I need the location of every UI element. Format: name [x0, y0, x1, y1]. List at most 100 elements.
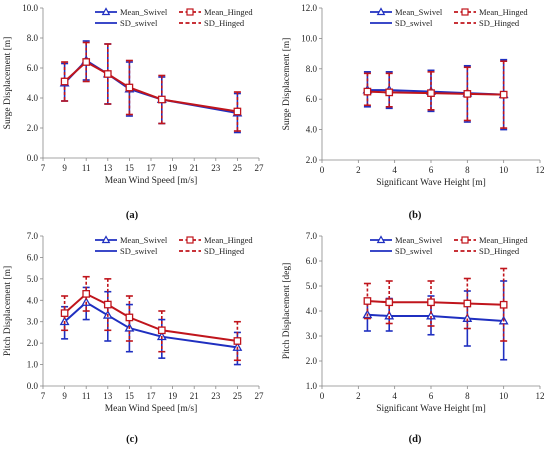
legend-marker [186, 236, 194, 244]
mean-hinged-point [125, 313, 134, 322]
x-tick-label: 17 [147, 163, 157, 173]
x-tick-label: 9 [62, 391, 67, 401]
x-tick-label: 2 [356, 391, 361, 401]
x-tick-label: 13 [103, 163, 113, 173]
legend: Mean_Swivel Mean_Hinged SD_swivel SD_Hinged [95, 235, 253, 256]
legend-label: SD_swivel [395, 18, 433, 28]
y-tick-label: 4.0 [27, 295, 39, 305]
legend-label: SD_swivel [395, 246, 433, 256]
x-tick-label: 4 [392, 165, 397, 175]
mean-hinged-point [233, 337, 242, 345]
panel-label: (b) [409, 210, 422, 221]
x-axis-label: Mean Wind Speed [m/s] [105, 176, 198, 186]
y-tick-label: 5.0 [27, 274, 39, 284]
x-tick-label: 13 [103, 391, 113, 401]
x-tick-label: 25 [233, 163, 243, 173]
x-tick-label: 17 [147, 391, 157, 401]
mean-hinged-point [427, 89, 435, 97]
legend-marker [376, 235, 386, 244]
x-tick-label: 6 [429, 391, 434, 401]
x-tick-label: 8 [465, 391, 470, 401]
mean-hinged-point [60, 309, 69, 317]
mean-hinged-point [157, 326, 166, 335]
chart-panel-1: 0.0 2.0 4.0 6.0 8.0 10.0 7 9 11 13 15 17 19 21 23 25 27 M… [3, 3, 264, 221]
y-tick-label: 10.0 [301, 33, 317, 43]
x-tick-label: 19 [168, 391, 178, 401]
legend: Mean_Swivel Mean_Hinged SD_swivel SD_Hinged [370, 7, 528, 28]
x-tick-label: 6 [429, 165, 434, 175]
y-tick-label: 6.0 [306, 94, 318, 104]
x-tick-label: 10 [499, 391, 509, 401]
x-tick-label: 10 [499, 165, 509, 175]
y-tick-label: 4.0 [27, 93, 39, 103]
mean-hinged-point [499, 90, 508, 99]
y-tick-label: 8.0 [306, 64, 318, 74]
mean-hinged-point [499, 300, 508, 309]
legend-label: Mean_Swivel [395, 235, 443, 245]
mean-hinged-point [82, 58, 91, 66]
x-tick-label: 19 [168, 163, 178, 173]
chart-panel-4: 1.0 2.0 3.0 4.0 5.0 6.0 7.0 0 2 4 6 8 10 12 Significan… [282, 231, 545, 445]
legend-label: Mean_Hinged [204, 235, 253, 245]
y-tick-label: 6.0 [306, 256, 318, 266]
x-tick-label: 2 [356, 165, 361, 175]
y-tick-label: 6.0 [27, 63, 39, 73]
mean-hinged-point [157, 95, 166, 104]
y-tick-label: 0.0 [27, 153, 39, 163]
x-tick-label: 27 [255, 163, 265, 173]
legend-marker [461, 8, 469, 16]
mean-hinged-point [463, 299, 472, 308]
y-tick-label: 7.0 [27, 231, 39, 241]
mean-hinged-point [103, 70, 112, 78]
mean-hinged-point [363, 87, 372, 96]
mean-hinged-point [385, 88, 394, 97]
legend-label: Mean_Swivel [395, 7, 443, 17]
legend-marker [376, 7, 386, 16]
legend-label: SD_swivel [120, 246, 158, 256]
x-tick-label: 9 [62, 163, 67, 173]
legend-label: SD_Hinged [204, 18, 245, 28]
mean-swivel-line [63, 59, 238, 114]
y-tick-label: 4.0 [306, 125, 318, 135]
y-tick-label: 2.0 [306, 356, 318, 366]
chart-panel-2: 2.0 4.0 6.0 8.0 10.0 12.0 0 2 4 6 8 10 12 Significant… [282, 3, 545, 221]
y-tick-label: 4.0 [306, 306, 318, 316]
mean-hinged-point [82, 290, 91, 298]
x-tick-label: 21 [190, 391, 199, 401]
y-axis-label: Pitch Displacement [deg] [282, 263, 292, 360]
y-tick-label: 12.0 [301, 3, 317, 13]
panel-label: (a) [126, 210, 139, 221]
x-tick-label: 27 [255, 391, 265, 401]
legend: Mean_Swivel Mean_Hinged SD_swivel SD_Hinged [370, 235, 528, 256]
mean-hinged-point [385, 298, 394, 307]
y-tick-label: 5.0 [306, 281, 318, 291]
panel-label: (c) [126, 434, 138, 445]
legend-label: SD_Hinged [204, 246, 245, 256]
x-axis-label: Significant Wave Height [m] [376, 403, 486, 414]
mean-hinged-point [427, 298, 435, 307]
y-tick-label: 2.0 [27, 338, 39, 348]
y-tick-label: 1.0 [27, 360, 39, 370]
panel-label: (d) [409, 434, 422, 445]
legend-label: Mean_Hinged [204, 7, 253, 17]
x-tick-label: 15 [125, 163, 135, 173]
legend-label: SD_Hinged [479, 18, 520, 28]
x-tick-label: 23 [211, 391, 221, 401]
legend-label: Mean_Hinged [479, 7, 528, 17]
x-tick-label: 8 [465, 165, 470, 175]
x-tick-label: 12 [536, 165, 545, 175]
mean-hinged-point [363, 297, 372, 305]
y-tick-label: 2.0 [27, 123, 39, 133]
mean-hinged-point [60, 77, 69, 86]
mean-swivel-line [63, 301, 238, 349]
mean-hinged-point [103, 300, 112, 309]
y-tick-label: 3.0 [27, 317, 39, 327]
legend-marker [101, 7, 111, 16]
y-axis-label: Pitch Displacement [m] [3, 266, 13, 356]
x-tick-label: 0 [320, 391, 325, 401]
y-tick-label: 1.0 [306, 381, 318, 391]
y-tick-label: 10.0 [22, 3, 38, 13]
mean-hinged-point [463, 90, 472, 98]
legend: Mean_Swivel Mean_Hinged SD_swivel SD_Hinged [95, 7, 253, 28]
x-axis-label: Mean Wind Speed [m/s] [105, 404, 198, 414]
